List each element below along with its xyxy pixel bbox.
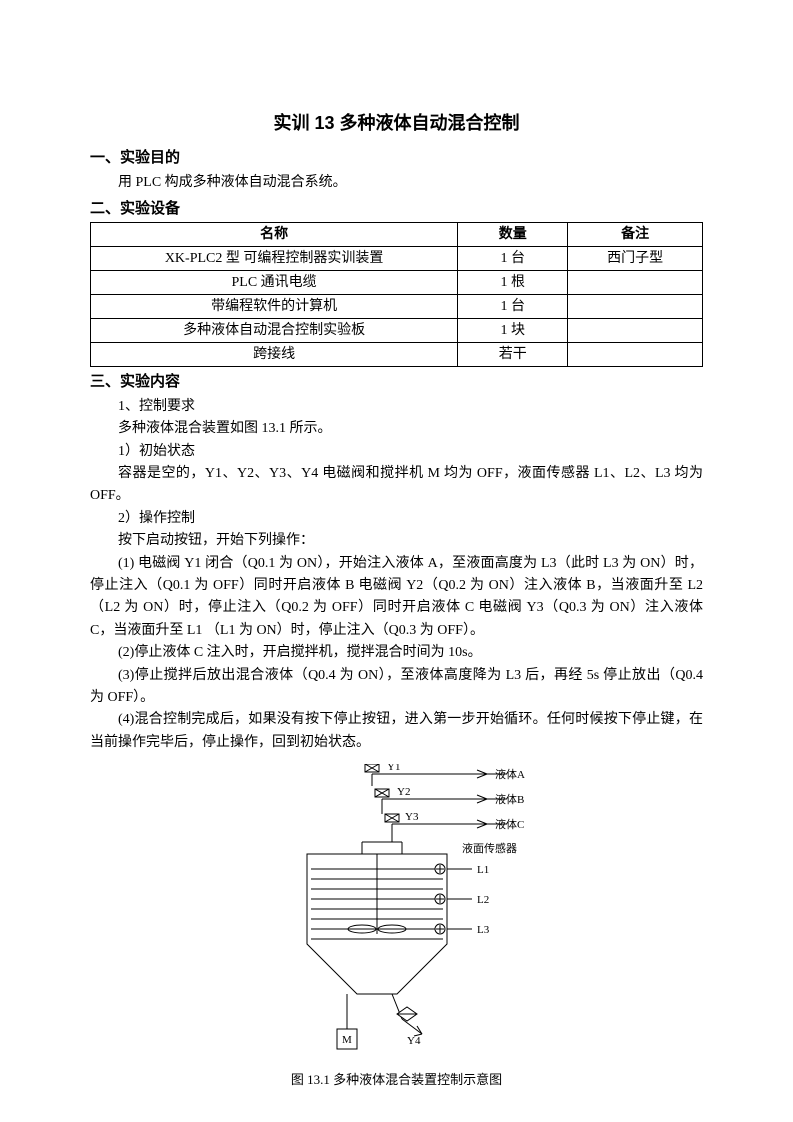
page-title: 实训 13 多种液体自动混合控制 (90, 110, 703, 137)
figure-caption: 图 13.1 多种液体混合装置控制示意图 (90, 1070, 703, 1090)
cell: 1 根 (458, 271, 568, 295)
th-qty: 数量 (458, 223, 568, 247)
table-row: XK-PLC2 型 可编程控制器实训装置 1 台 西门子型 (91, 247, 703, 271)
table-row: 多种液体自动混合控制实验板 1 块 (91, 319, 703, 343)
section3-device-line: 多种液体混合装置如图 13.1 所示。 (90, 418, 703, 440)
section3-item1: 1、控制要求 (90, 396, 703, 418)
section3-sub2-p1: (1) 电磁阀 Y1 闭合（Q0.1 为 ON），开始注入液体 A，至液面高度为… (90, 553, 703, 643)
label-y1: Y1 (387, 764, 400, 773)
cell: 西门子型 (568, 247, 703, 271)
label-liquid-a: 液体A (495, 767, 525, 781)
section3-sub2-line1: 按下启动按钮，开始下列操作： (90, 530, 703, 552)
cell (568, 271, 703, 295)
th-note: 备注 (568, 223, 703, 247)
mixing-tank-diagram-icon: Y1 Y2 Y3 液体A 液体B 液体C 液面传感器 L1 L2 L3 M Y4 (247, 764, 547, 1064)
figure-13-1: Y1 Y2 Y3 液体A 液体B 液体C 液面传感器 L1 L2 L3 M Y4… (90, 764, 703, 1090)
section3-sub2-heading: 2）操作控制 (90, 508, 703, 530)
section1-body: 用 PLC 构成多种液体自动混合系统。 (90, 172, 703, 194)
section2-heading: 二、实验设备 (90, 198, 703, 221)
cell (568, 295, 703, 319)
equipment-table: 名称 数量 备注 XK-PLC2 型 可编程控制器实训装置 1 台 西门子型 P… (90, 222, 703, 367)
label-sensor: 液面传感器 (462, 841, 517, 855)
section1-heading: 一、实验目的 (90, 147, 703, 170)
cell: 带编程软件的计算机 (91, 295, 458, 319)
th-name: 名称 (91, 223, 458, 247)
cell: 1 台 (458, 295, 568, 319)
label-y3: Y3 (405, 811, 419, 823)
cell: 跨接线 (91, 343, 458, 367)
label-l3: L3 (477, 924, 490, 936)
label-liquid-c: 液体C (495, 817, 524, 831)
section3-sub1-heading: 1）初始状态 (90, 441, 703, 463)
section3-heading: 三、实验内容 (90, 371, 703, 394)
table-row: 跨接线 若干 (91, 343, 703, 367)
cell: 若干 (458, 343, 568, 367)
cell: XK-PLC2 型 可编程控制器实训装置 (91, 247, 458, 271)
table-header-row: 名称 数量 备注 (91, 223, 703, 247)
label-y4: Y4 (407, 1035, 421, 1047)
label-liquid-b: 液体B (495, 792, 524, 806)
section3-sub2-p4: (4)混合控制完成后，如果没有按下停止按钮，进入第一步开始循环。任何时候按下停止… (90, 709, 703, 754)
label-y2: Y2 (397, 786, 410, 798)
label-m: M (342, 1034, 352, 1046)
section3-sub2-p2: (2)停止液体 C 注入时，开启搅拌机，搅拌混合时间为 10s。 (90, 642, 703, 664)
cell: PLC 通讯电缆 (91, 271, 458, 295)
cell: 1 台 (458, 247, 568, 271)
label-l1: L1 (477, 864, 489, 876)
table-row: PLC 通讯电缆 1 根 (91, 271, 703, 295)
section3-sub2-p3: (3)停止搅拌后放出混合液体（Q0.4 为 ON），至液体高度降为 L3 后，再… (90, 665, 703, 710)
cell (568, 319, 703, 343)
table-row: 带编程软件的计算机 1 台 (91, 295, 703, 319)
cell: 1 块 (458, 319, 568, 343)
cell (568, 343, 703, 367)
cell: 多种液体自动混合控制实验板 (91, 319, 458, 343)
label-l2: L2 (477, 894, 489, 906)
section3-sub1-body: 容器是空的，Y1、Y2、Y3、Y4 电磁阀和搅拌机 M 均为 OFF，液面传感器… (90, 463, 703, 508)
